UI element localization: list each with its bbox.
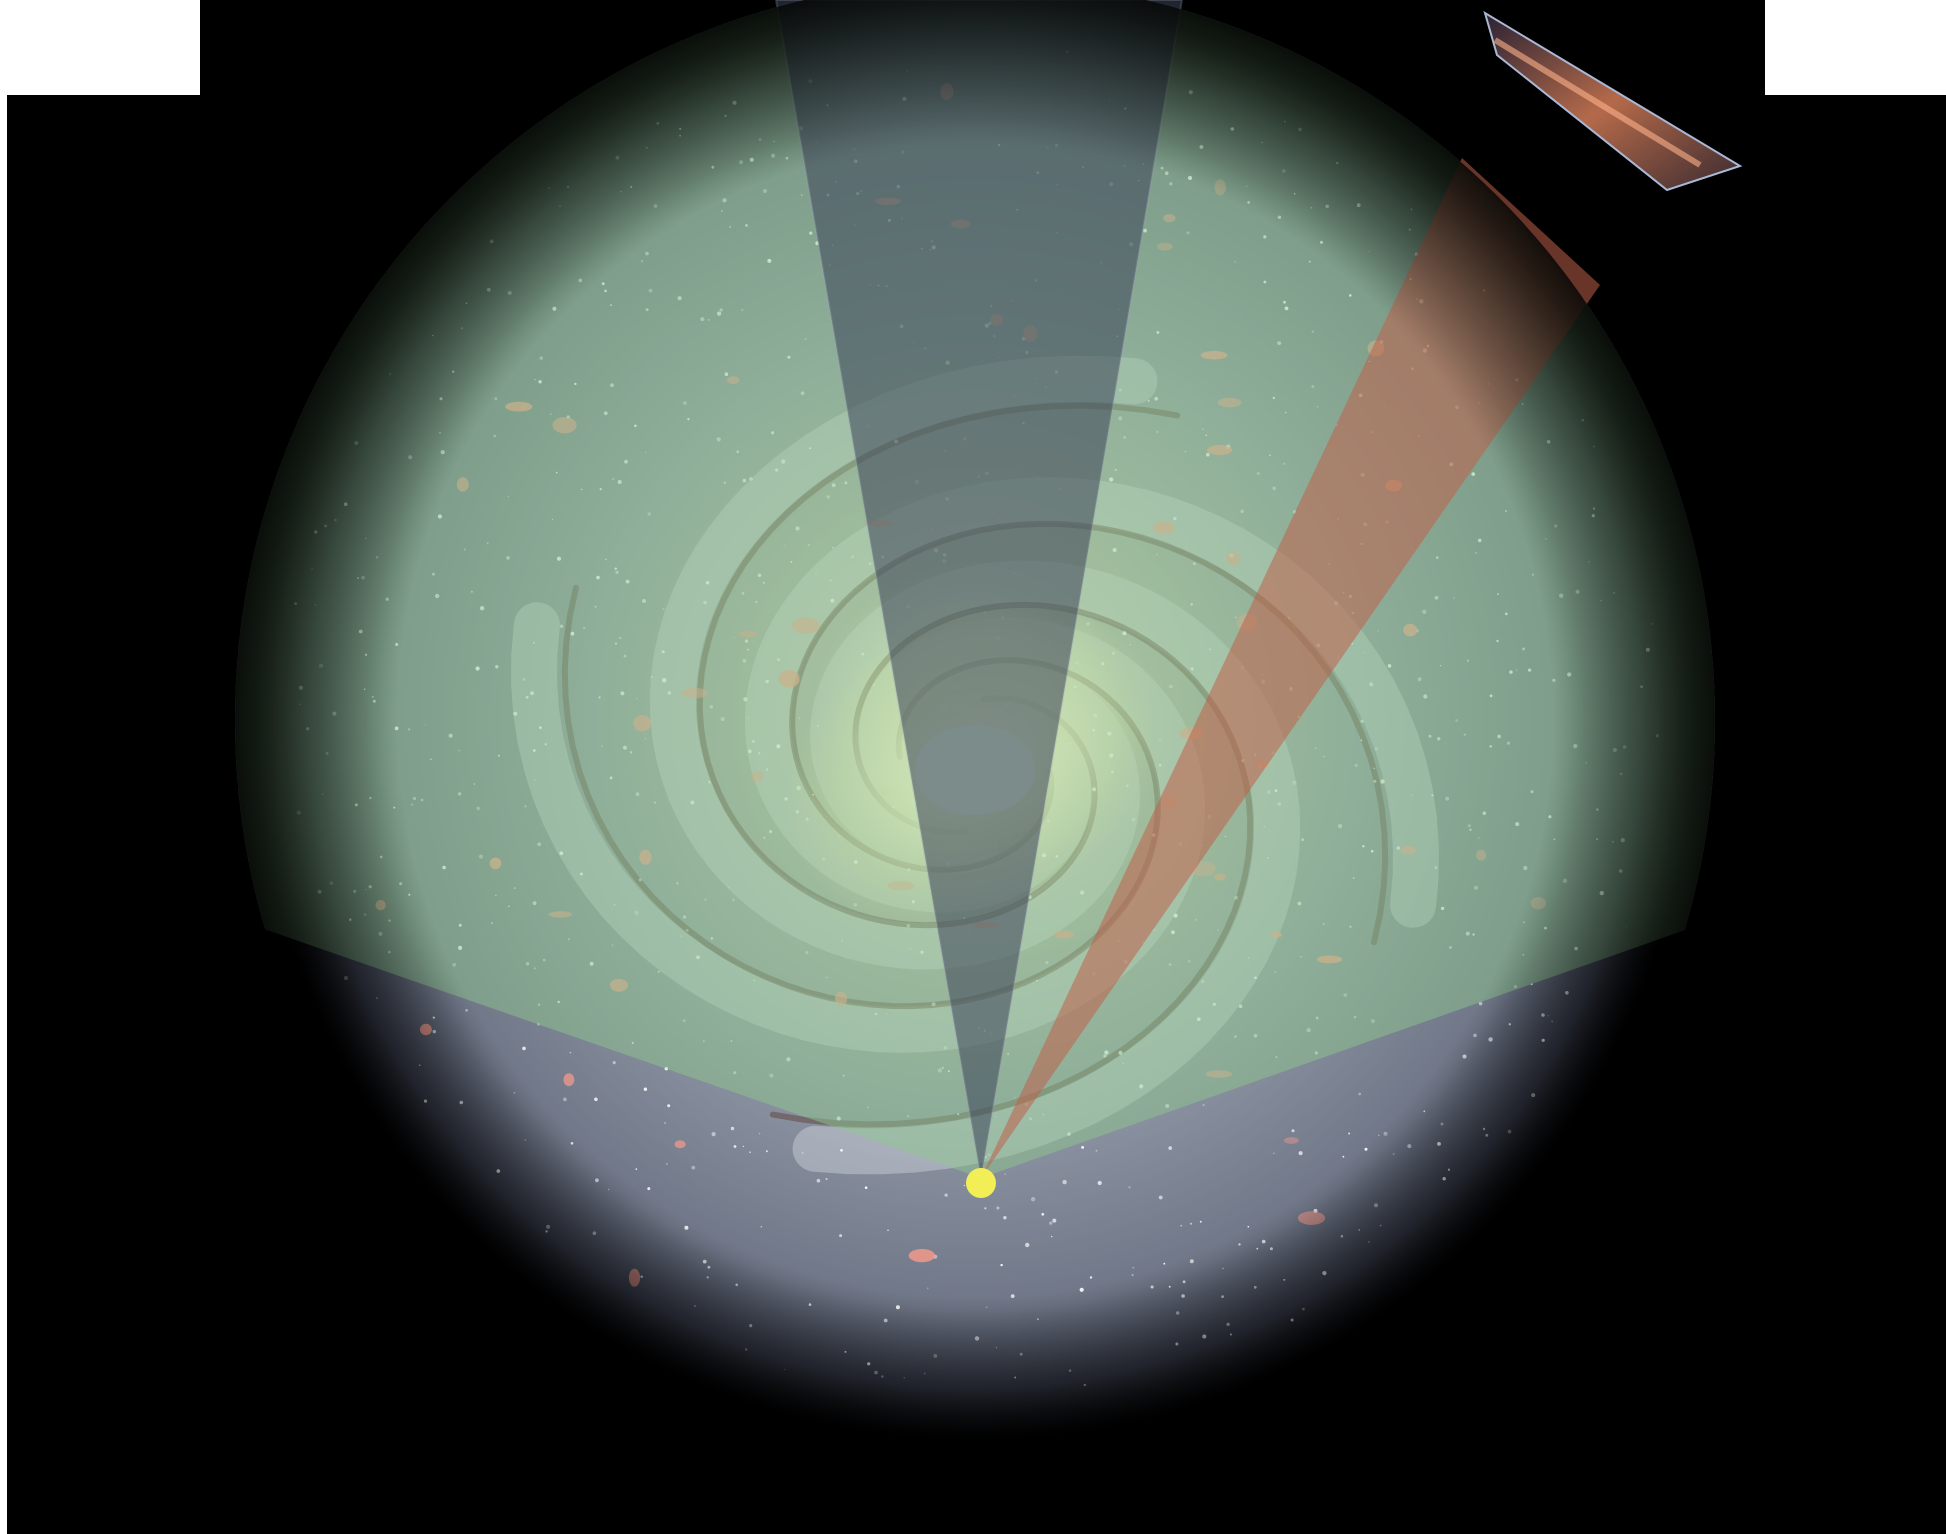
sky-survey-strip-inset <box>1483 10 1743 192</box>
sun-marker-icon <box>966 1168 996 1198</box>
